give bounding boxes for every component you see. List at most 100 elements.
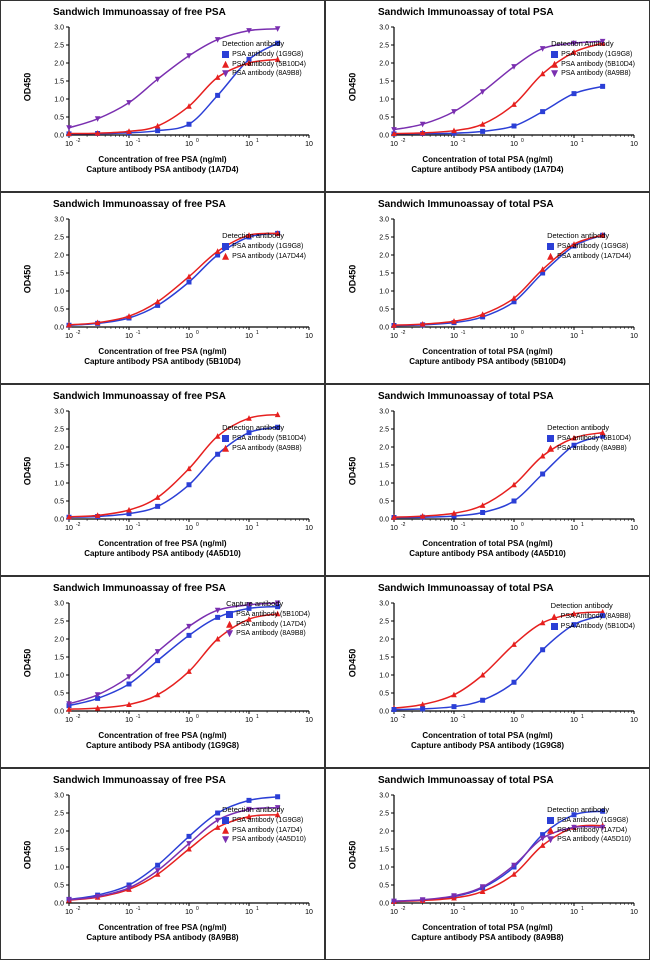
- svg-text:10: 10: [570, 333, 578, 340]
- svg-text:-2: -2: [76, 522, 81, 528]
- x-axis-label-block: Concentration of free PSA (ng/ml)Capture…: [5, 731, 320, 751]
- legend-label: PSA antibody (5B10D4): [232, 434, 306, 443]
- x-axis-label-block: Concentration of total PSA (ng/ml)Captur…: [330, 155, 645, 175]
- svg-text:1: 1: [256, 138, 259, 144]
- x-axis-label-block: Concentration of total PSA (ng/ml)Captur…: [330, 923, 645, 943]
- legend-swatch: [226, 630, 233, 637]
- svg-text:10: 10: [450, 333, 458, 340]
- svg-text:1.0: 1.0: [54, 481, 64, 488]
- svg-text:10: 10: [245, 909, 253, 916]
- svg-text:10: 10: [185, 141, 193, 148]
- svg-text:1.5: 1.5: [54, 655, 64, 662]
- legend-swatch: [547, 817, 554, 824]
- chart-title: Sandwich Immunoassay of total PSA: [378, 199, 645, 210]
- chart-title: Sandwich Immunoassay of total PSA: [378, 583, 645, 594]
- svg-text:0: 0: [196, 522, 199, 528]
- legend-swatch: [547, 243, 554, 250]
- y-axis-label: OD450: [347, 649, 357, 678]
- svg-text:10: 10: [245, 717, 253, 724]
- svg-text:0.0: 0.0: [54, 709, 64, 716]
- svg-text:10: 10: [185, 909, 193, 916]
- legend: Detection antibodyPSA antibody (1G9G8)PS…: [222, 805, 306, 844]
- plot-area: OD4500.00.51.01.52.02.53.010-210-1100101…: [360, 789, 641, 921]
- svg-text:2.5: 2.5: [54, 619, 64, 626]
- legend-swatch: [222, 70, 229, 77]
- svg-text:10: 10: [390, 909, 398, 916]
- legend-label: PSA antibody (1G9G8): [232, 816, 303, 825]
- svg-text:2.0: 2.0: [379, 61, 389, 68]
- svg-text:-1: -1: [461, 138, 466, 144]
- svg-text:-2: -2: [401, 330, 406, 336]
- legend-item: PSA antibody (1G9G8): [222, 816, 306, 825]
- svg-text:0.0: 0.0: [379, 133, 389, 140]
- chart-cell: Sandwich Immunoassay of free PSAOD4500.0…: [0, 576, 325, 768]
- legend-swatch: [222, 61, 229, 68]
- legend-title: Detection antibody: [222, 805, 306, 815]
- svg-text:10: 10: [185, 717, 193, 724]
- legend: Detection antibodyPSA antibody (1G9G8)PS…: [222, 39, 306, 78]
- legend-label: PSA antibody (8A9B8): [232, 69, 302, 78]
- legend-swatch: [551, 70, 558, 77]
- chart-cell: Sandwich Immunoassay of total PSAOD4500.…: [325, 0, 650, 192]
- svg-text:1: 1: [256, 522, 259, 528]
- svg-text:1.0: 1.0: [379, 673, 389, 680]
- svg-text:1.0: 1.0: [54, 673, 64, 680]
- svg-text:2.0: 2.0: [54, 445, 64, 452]
- svg-text:1: 1: [581, 906, 584, 912]
- svg-text:10: 10: [65, 909, 73, 916]
- svg-text:2.0: 2.0: [54, 61, 64, 68]
- legend-label: PSA antibody (5B10D4): [561, 60, 635, 69]
- legend-label: PSA antibody (4A5D10): [557, 835, 631, 844]
- legend-item: PSA antibody (5B10D4): [547, 434, 631, 443]
- svg-text:10: 10: [65, 141, 73, 148]
- svg-text:2.5: 2.5: [54, 811, 64, 818]
- svg-text:1.0: 1.0: [379, 865, 389, 872]
- svg-text:3.0: 3.0: [54, 601, 64, 608]
- legend-swatch: [226, 621, 233, 628]
- x-axis-label-line2: Capture antibody PSA antibody (4A5D10): [5, 549, 320, 559]
- svg-text:2.5: 2.5: [379, 811, 389, 818]
- legend-swatch: [222, 836, 229, 843]
- legend: Detection antibodyPSA Antibody (8A9B8)PS…: [551, 601, 635, 631]
- svg-text:10: 10: [65, 333, 73, 340]
- svg-text:2.5: 2.5: [379, 427, 389, 434]
- plot-area: OD4500.00.51.01.52.02.53.010-210-1100101…: [35, 21, 316, 153]
- legend-swatch: [222, 827, 229, 834]
- x-axis-label-block: Concentration of free PSA (ng/ml)Capture…: [5, 155, 320, 175]
- legend-title: Detection antibody: [547, 805, 631, 815]
- legend-swatch: [551, 613, 558, 620]
- svg-text:0.5: 0.5: [379, 115, 389, 122]
- legend-item: PSA antibody (8A9B8): [547, 444, 631, 453]
- chart-cell: Sandwich Immunoassay of free PSAOD4500.0…: [0, 768, 325, 960]
- x-axis-label-line2: Capture antibody PSA antibody (5B10D4): [330, 357, 645, 367]
- svg-text:-2: -2: [76, 330, 81, 336]
- svg-text:3.0: 3.0: [379, 601, 389, 608]
- svg-text:-1: -1: [461, 330, 466, 336]
- svg-text:2.5: 2.5: [379, 235, 389, 242]
- svg-text:3.0: 3.0: [379, 25, 389, 32]
- x-axis-label-line1: Concentration of free PSA (ng/ml): [5, 347, 320, 357]
- svg-text:2.5: 2.5: [379, 619, 389, 626]
- svg-text:2.0: 2.0: [54, 637, 64, 644]
- svg-text:10: 10: [305, 525, 313, 532]
- svg-text:3.0: 3.0: [379, 793, 389, 800]
- svg-text:10: 10: [390, 717, 398, 724]
- svg-text:0.0: 0.0: [379, 325, 389, 332]
- svg-text:10: 10: [510, 141, 518, 148]
- x-axis-label-line2: Capture antibody PSA antibody (8A9B8): [5, 933, 320, 943]
- legend-label: PSA antibody (8A9B8): [561, 69, 631, 78]
- chart-cell: Sandwich Immunoassay of total PSAOD4500.…: [325, 384, 650, 576]
- svg-text:2.0: 2.0: [379, 829, 389, 836]
- svg-text:10: 10: [245, 141, 253, 148]
- legend-label: PSA antibody (1G9G8): [232, 50, 303, 59]
- legend-swatch: [222, 435, 229, 442]
- svg-text:1: 1: [256, 906, 259, 912]
- svg-text:0.5: 0.5: [54, 115, 64, 122]
- legend-item: PSA antibody (1G9G8): [547, 816, 631, 825]
- chart-title: Sandwich Immunoassay of free PSA: [53, 775, 320, 786]
- legend-title: Detection antibody: [547, 231, 631, 241]
- legend-item: PSA antibody (8A9B8): [551, 69, 635, 78]
- svg-text:-2: -2: [401, 522, 406, 528]
- svg-text:0.5: 0.5: [379, 691, 389, 698]
- svg-text:0: 0: [521, 522, 524, 528]
